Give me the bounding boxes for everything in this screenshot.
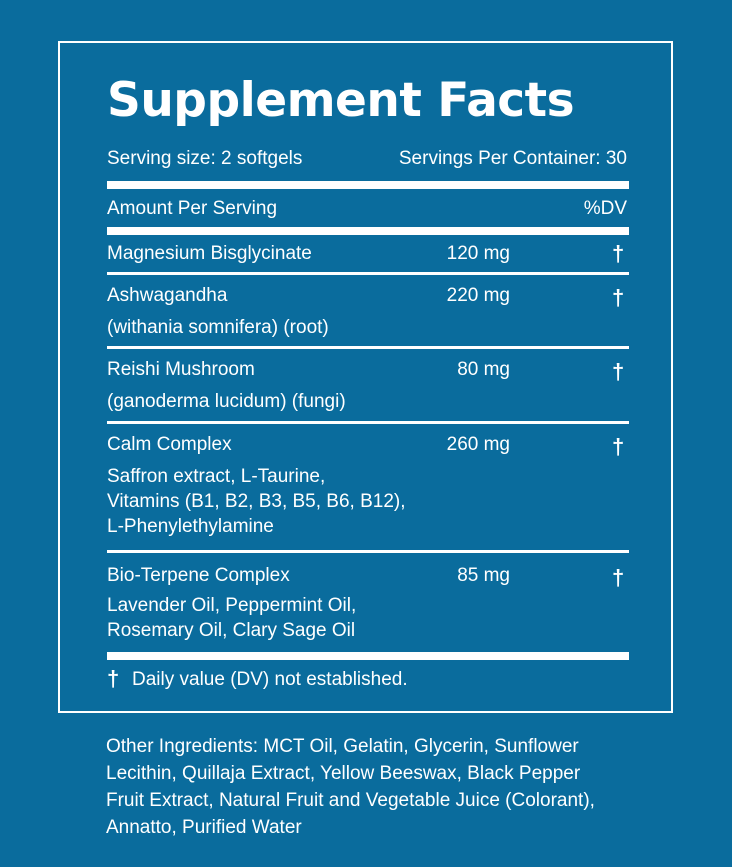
supplement-facts-panel: Supplement Facts Serving size: 2 softgel… bbox=[58, 41, 673, 713]
serving-size: Serving size: 2 softgels bbox=[107, 148, 303, 169]
dagger-icon: † bbox=[612, 565, 625, 590]
nutrient-source: (withania somnifera) (root) bbox=[107, 317, 329, 338]
dagger-icon: † bbox=[612, 359, 625, 384]
nutrient-source: (ganoderma lucidum) (fungi) bbox=[107, 391, 346, 412]
nutrient-amount: 80 mg bbox=[457, 359, 510, 380]
nutrient-amount: 120 mg bbox=[446, 243, 510, 264]
thick-divider bbox=[107, 652, 629, 660]
nutrient-source: Saffron extract, L-Taurine, bbox=[107, 466, 326, 487]
nutrient-source: Vitamins (B1, B2, B3, B5, B6, B12), bbox=[107, 491, 406, 512]
thick-divider bbox=[107, 227, 629, 235]
servings-per-container: Servings Per Container: 30 bbox=[398, 148, 627, 169]
nutrient-source: L-Phenylethylamine bbox=[107, 516, 274, 537]
nutrient-amount: 85 mg bbox=[457, 565, 510, 586]
dagger-icon: † bbox=[612, 434, 625, 459]
dv-header: %DV bbox=[583, 198, 627, 219]
dagger-icon: † bbox=[107, 666, 120, 691]
row-divider bbox=[107, 346, 629, 349]
other-ingredients-line: Annatto, Purified Water bbox=[106, 817, 302, 838]
nutrient-amount: 220 mg bbox=[446, 285, 510, 306]
nutrient-name: Magnesium Bisglycinate bbox=[107, 243, 312, 264]
footnote: Daily value (DV) not established. bbox=[132, 669, 408, 690]
other-ingredients-line: Fruit Extract, Natural Fruit and Vegetab… bbox=[106, 790, 595, 811]
other-ingredients-line: Lecithin, Quillaja Extract, Yellow Beesw… bbox=[106, 763, 581, 784]
other-ingredients: Other Ingredients: MCT Oil, Gelatin, Gly… bbox=[106, 733, 666, 841]
dagger-icon: † bbox=[612, 241, 625, 266]
panel-title: Supplement Facts bbox=[107, 73, 575, 128]
dagger-icon: † bbox=[612, 285, 625, 310]
nutrient-name: Reishi Mushroom bbox=[107, 359, 255, 380]
nutrient-source: Lavender Oil, Peppermint Oil, bbox=[107, 595, 357, 616]
nutrient-amount: 260 mg bbox=[446, 434, 510, 455]
nutrient-name: Ashwagandha bbox=[107, 285, 228, 306]
row-divider bbox=[107, 272, 629, 275]
other-ingredients-line: Other Ingredients: MCT Oil, Gelatin, Gly… bbox=[106, 736, 579, 757]
thick-divider bbox=[107, 181, 629, 189]
row-divider bbox=[107, 421, 629, 424]
amount-per-serving-header: Amount Per Serving bbox=[107, 198, 278, 219]
row-divider bbox=[107, 550, 629, 553]
nutrient-name: Calm Complex bbox=[107, 434, 232, 455]
nutrient-source: Rosemary Oil, Clary Sage Oil bbox=[107, 620, 356, 641]
nutrient-name: Bio-Terpene Complex bbox=[107, 565, 290, 586]
